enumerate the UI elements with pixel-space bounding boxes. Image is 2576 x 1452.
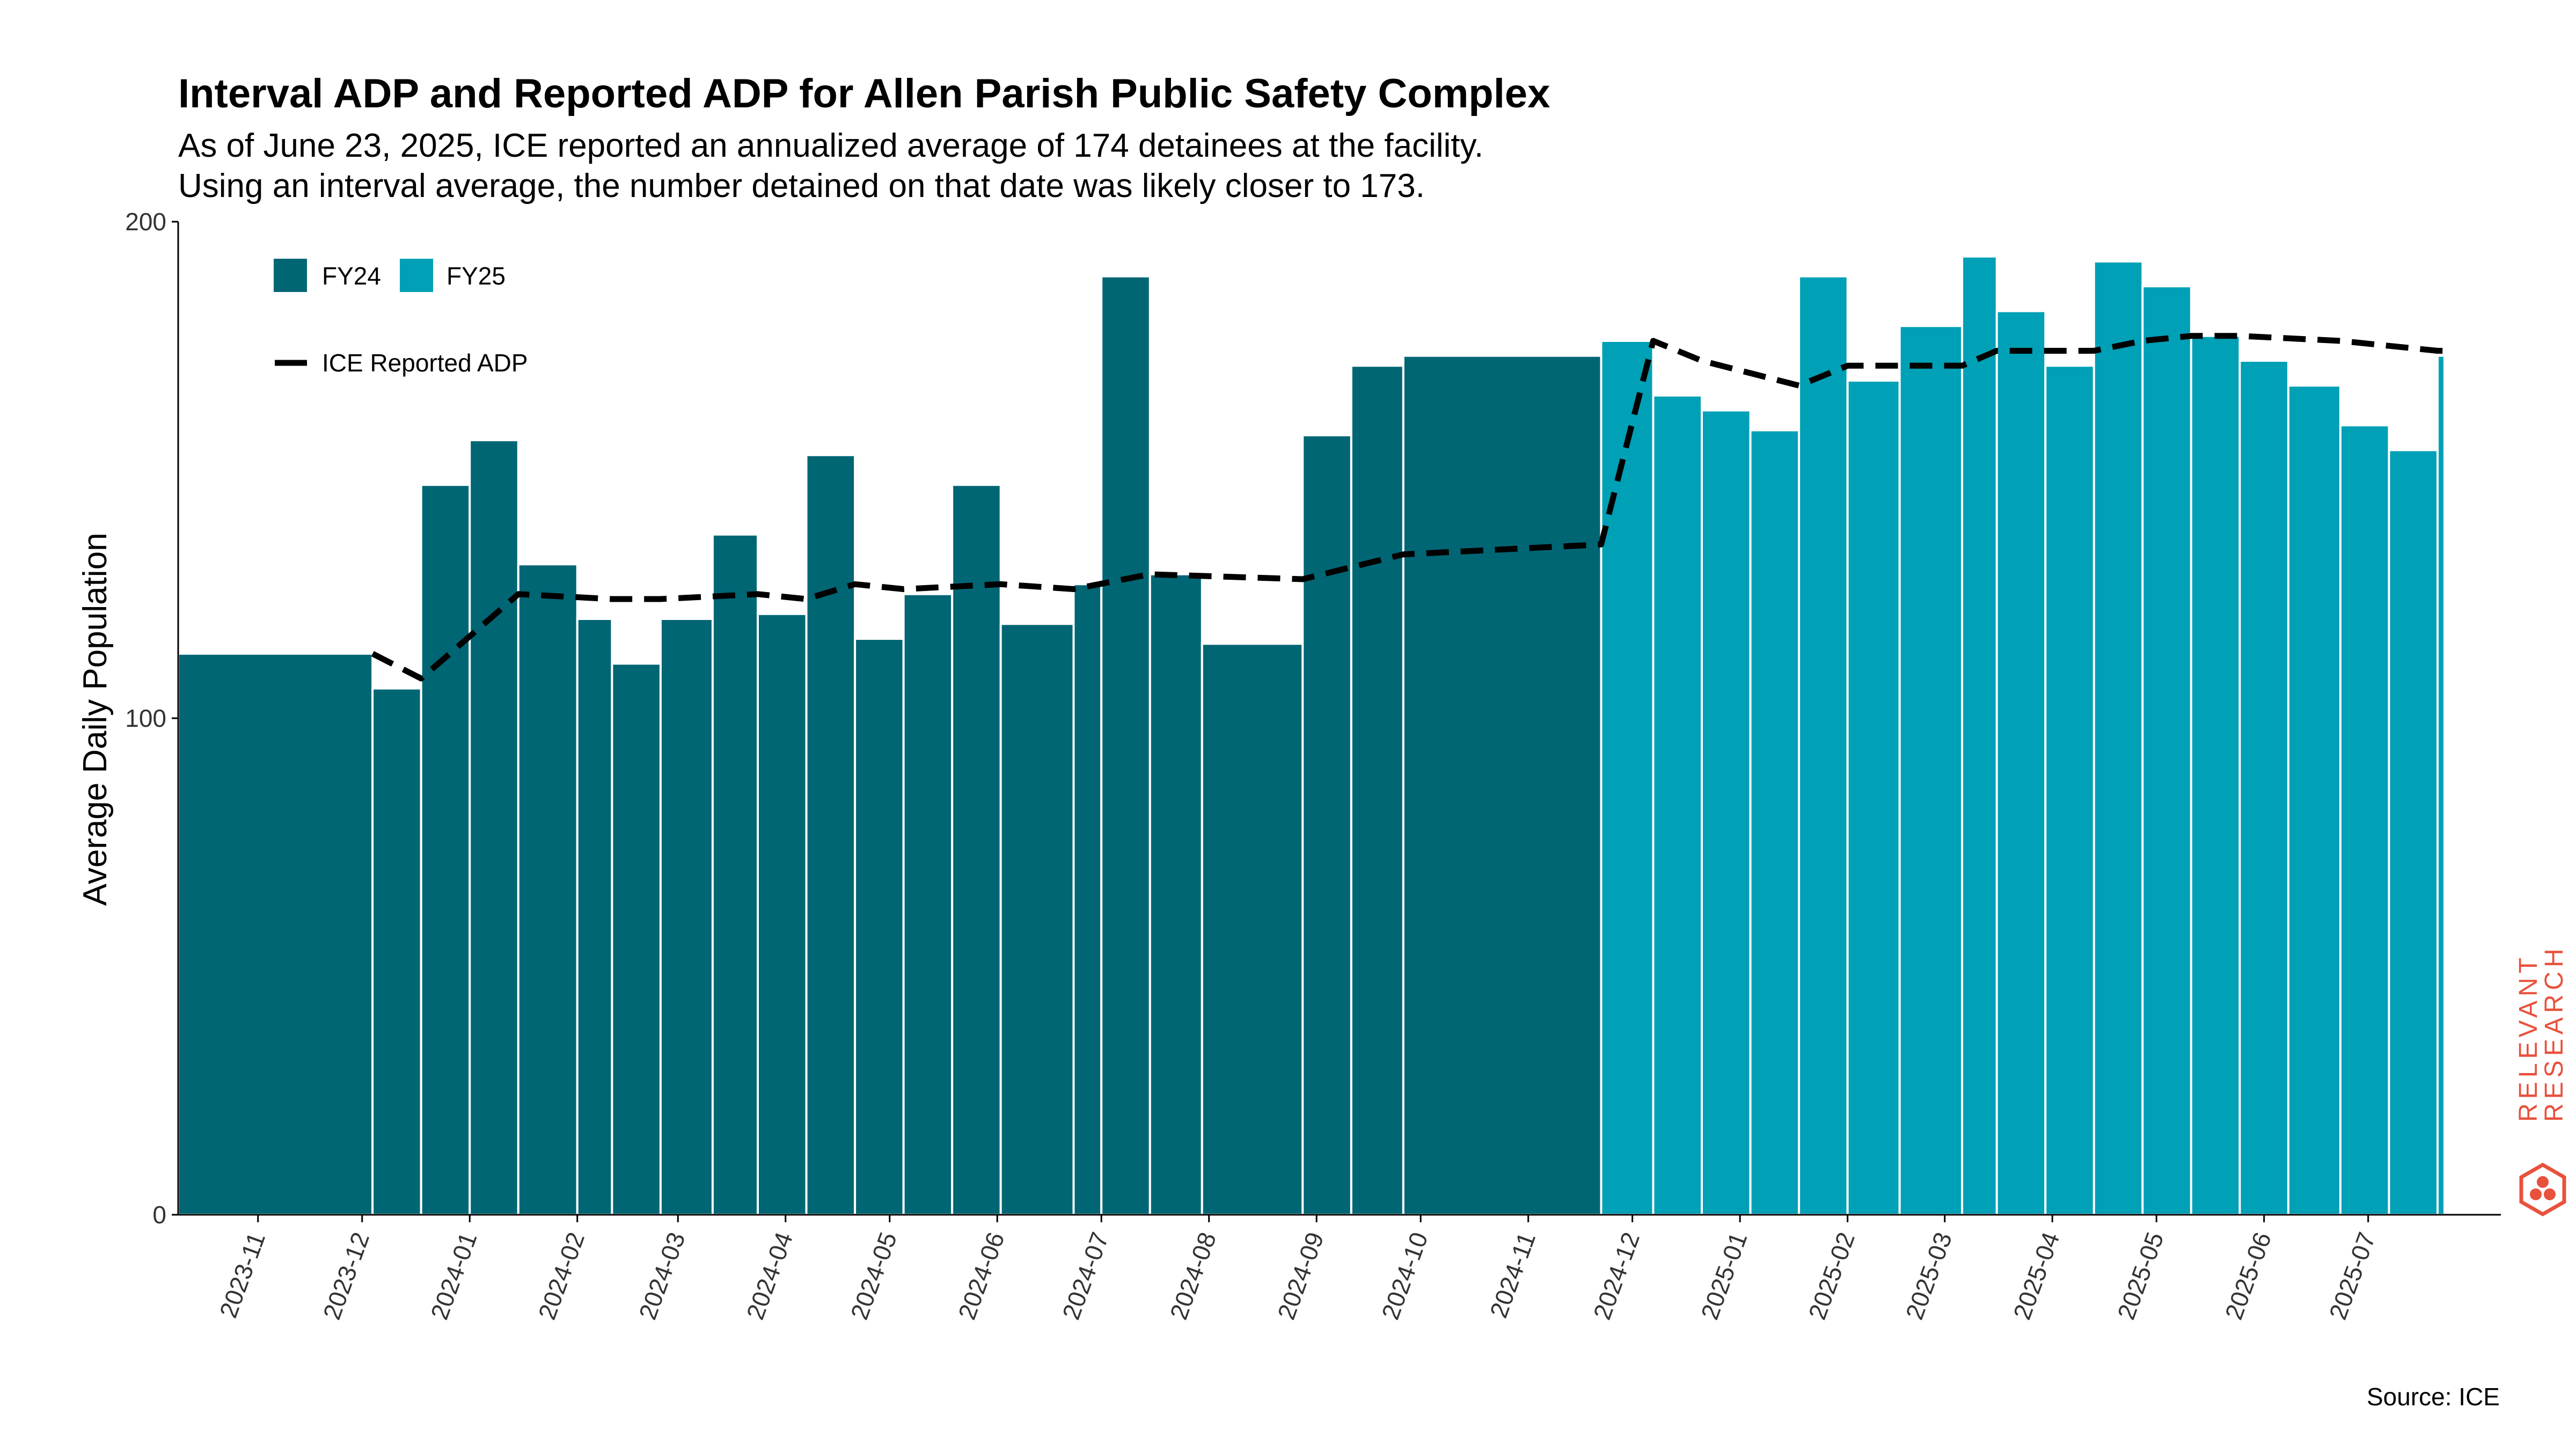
bar-fy25-2 xyxy=(1702,411,1751,1215)
x-tick-label-2024-06: 2024-06 xyxy=(953,1229,1010,1323)
bar-fy25-8 xyxy=(1997,311,2046,1215)
bars-layer xyxy=(178,257,2445,1215)
y-tick-label-0: 0 xyxy=(152,1201,166,1229)
bar-fy24-0 xyxy=(178,654,372,1215)
x-tick-label-2025-06: 2025-06 xyxy=(2220,1229,2277,1323)
bar-fy25-11 xyxy=(2142,286,2191,1215)
legend-label-fy24: FY24 xyxy=(322,262,381,290)
x-tick-label-2024-11: 2024-11 xyxy=(1484,1229,1541,1322)
logo-hexagon-icon xyxy=(2521,1165,2564,1214)
bar-fy24-21 xyxy=(1403,356,1601,1215)
bar-fy24-15 xyxy=(1074,584,1102,1215)
bar-fy24-12 xyxy=(904,594,953,1215)
x-tick-label-2024-01: 2024-01 xyxy=(425,1229,482,1323)
bar-fy24-17 xyxy=(1150,574,1202,1215)
x-tick-label-2023-12: 2023-12 xyxy=(318,1229,375,1323)
legend-label-ice-reported-adp: ICE Reported ADP xyxy=(322,349,528,377)
bar-fy24-6 xyxy=(612,663,661,1215)
bar-fy24-13 xyxy=(952,485,1001,1215)
bar-fy25-5 xyxy=(1848,381,1900,1215)
x-tick-label-2025-04: 2025-04 xyxy=(2008,1229,2065,1323)
bar-fy25-3 xyxy=(1751,431,1799,1215)
bar-fy24-7 xyxy=(661,619,713,1215)
legend-swatch-fy24 xyxy=(274,259,307,292)
chart-subtitle-line-1: As of June 23, 2025, ICE reported an ann… xyxy=(178,127,1483,164)
bar-fy24-16 xyxy=(1101,276,1150,1215)
bar-fy24-9 xyxy=(758,614,807,1215)
x-tick-label-2024-04: 2024-04 xyxy=(741,1229,799,1323)
bar-fy25-14 xyxy=(2288,385,2340,1215)
bar-fy24-4 xyxy=(518,564,577,1215)
bar-fy25-0 xyxy=(1601,341,1653,1215)
logo-text-relevant: RELEVANT xyxy=(2514,953,2543,1122)
relevant-research-logo: RELEVANT RESEARCH xyxy=(2514,944,2568,1214)
bar-fy24-14 xyxy=(1001,624,1074,1215)
bar-fy25-10 xyxy=(2094,261,2143,1215)
legend-swatch-fy25 xyxy=(400,259,433,292)
bar-fy24-11 xyxy=(855,639,904,1215)
bar-fy25-1 xyxy=(1653,396,1702,1215)
bar-fy24-1 xyxy=(372,689,421,1215)
y-axis-label: Average Daily Population xyxy=(77,532,114,906)
bar-fy24-2 xyxy=(421,485,470,1215)
x-tick-label-2024-03: 2024-03 xyxy=(633,1229,691,1323)
bar-fy24-19 xyxy=(1302,435,1351,1215)
bar-fy25-9 xyxy=(2045,366,2094,1215)
chart-title: Interval ADP and Reported ADP for Allen … xyxy=(178,71,1550,116)
x-tick-label-2024-12: 2024-12 xyxy=(1587,1229,1645,1323)
legend-label-fy25: FY25 xyxy=(447,262,506,290)
bar-fy25-4 xyxy=(1799,276,1848,1215)
bar-fy24-20 xyxy=(1351,366,1403,1215)
bar-fy25-13 xyxy=(2240,361,2288,1215)
bar-fy25-6 xyxy=(1900,326,1962,1215)
x-tick-label-2024-02: 2024-02 xyxy=(533,1229,590,1323)
x-tick-label-2025-02: 2025-02 xyxy=(1803,1229,1860,1323)
x-tick-label-2024-09: 2024-09 xyxy=(1272,1229,1329,1323)
legend: FY24 FY25 ICE Reported ADP xyxy=(274,259,528,377)
x-tick-label-2024-05: 2024-05 xyxy=(845,1229,903,1323)
x-tick-label-2025-05: 2025-05 xyxy=(2112,1229,2169,1323)
x-tick-label-2023-11: 2023-11 xyxy=(214,1229,270,1322)
x-tick-label-2025-01: 2025-01 xyxy=(1695,1229,1753,1323)
bar-fy25-12 xyxy=(2191,336,2240,1215)
logo-text-research: RESEARCH xyxy=(2540,944,2568,1122)
x-tick-label-2025-07: 2025-07 xyxy=(2324,1229,2381,1323)
bar-fy24-3 xyxy=(470,440,518,1215)
bar-fy24-5 xyxy=(577,619,612,1215)
x-tick-label-2024-10: 2024-10 xyxy=(1376,1229,1433,1323)
bar-fy24-8 xyxy=(713,535,758,1215)
x-tick-label-2025-03: 2025-03 xyxy=(1900,1229,1958,1323)
x-tick-label-2024-08: 2024-08 xyxy=(1165,1229,1222,1323)
bar-fy24-18 xyxy=(1202,644,1303,1215)
bar-fy24-10 xyxy=(807,455,855,1215)
y-tick-label-100: 100 xyxy=(125,704,166,732)
x-tick-label-2024-07: 2024-07 xyxy=(1057,1229,1114,1323)
bar-fy25-17 xyxy=(2438,356,2445,1215)
bar-fy25-15 xyxy=(2340,425,2389,1215)
y-tick-label-200: 200 xyxy=(125,208,166,236)
bar-fy25-16 xyxy=(2389,450,2438,1215)
bar-fy25-7 xyxy=(1962,257,1997,1215)
source-note: Source: ICE xyxy=(2367,1383,2500,1411)
chart-subtitle-line-2: Using an interval average, the number de… xyxy=(178,167,1425,205)
